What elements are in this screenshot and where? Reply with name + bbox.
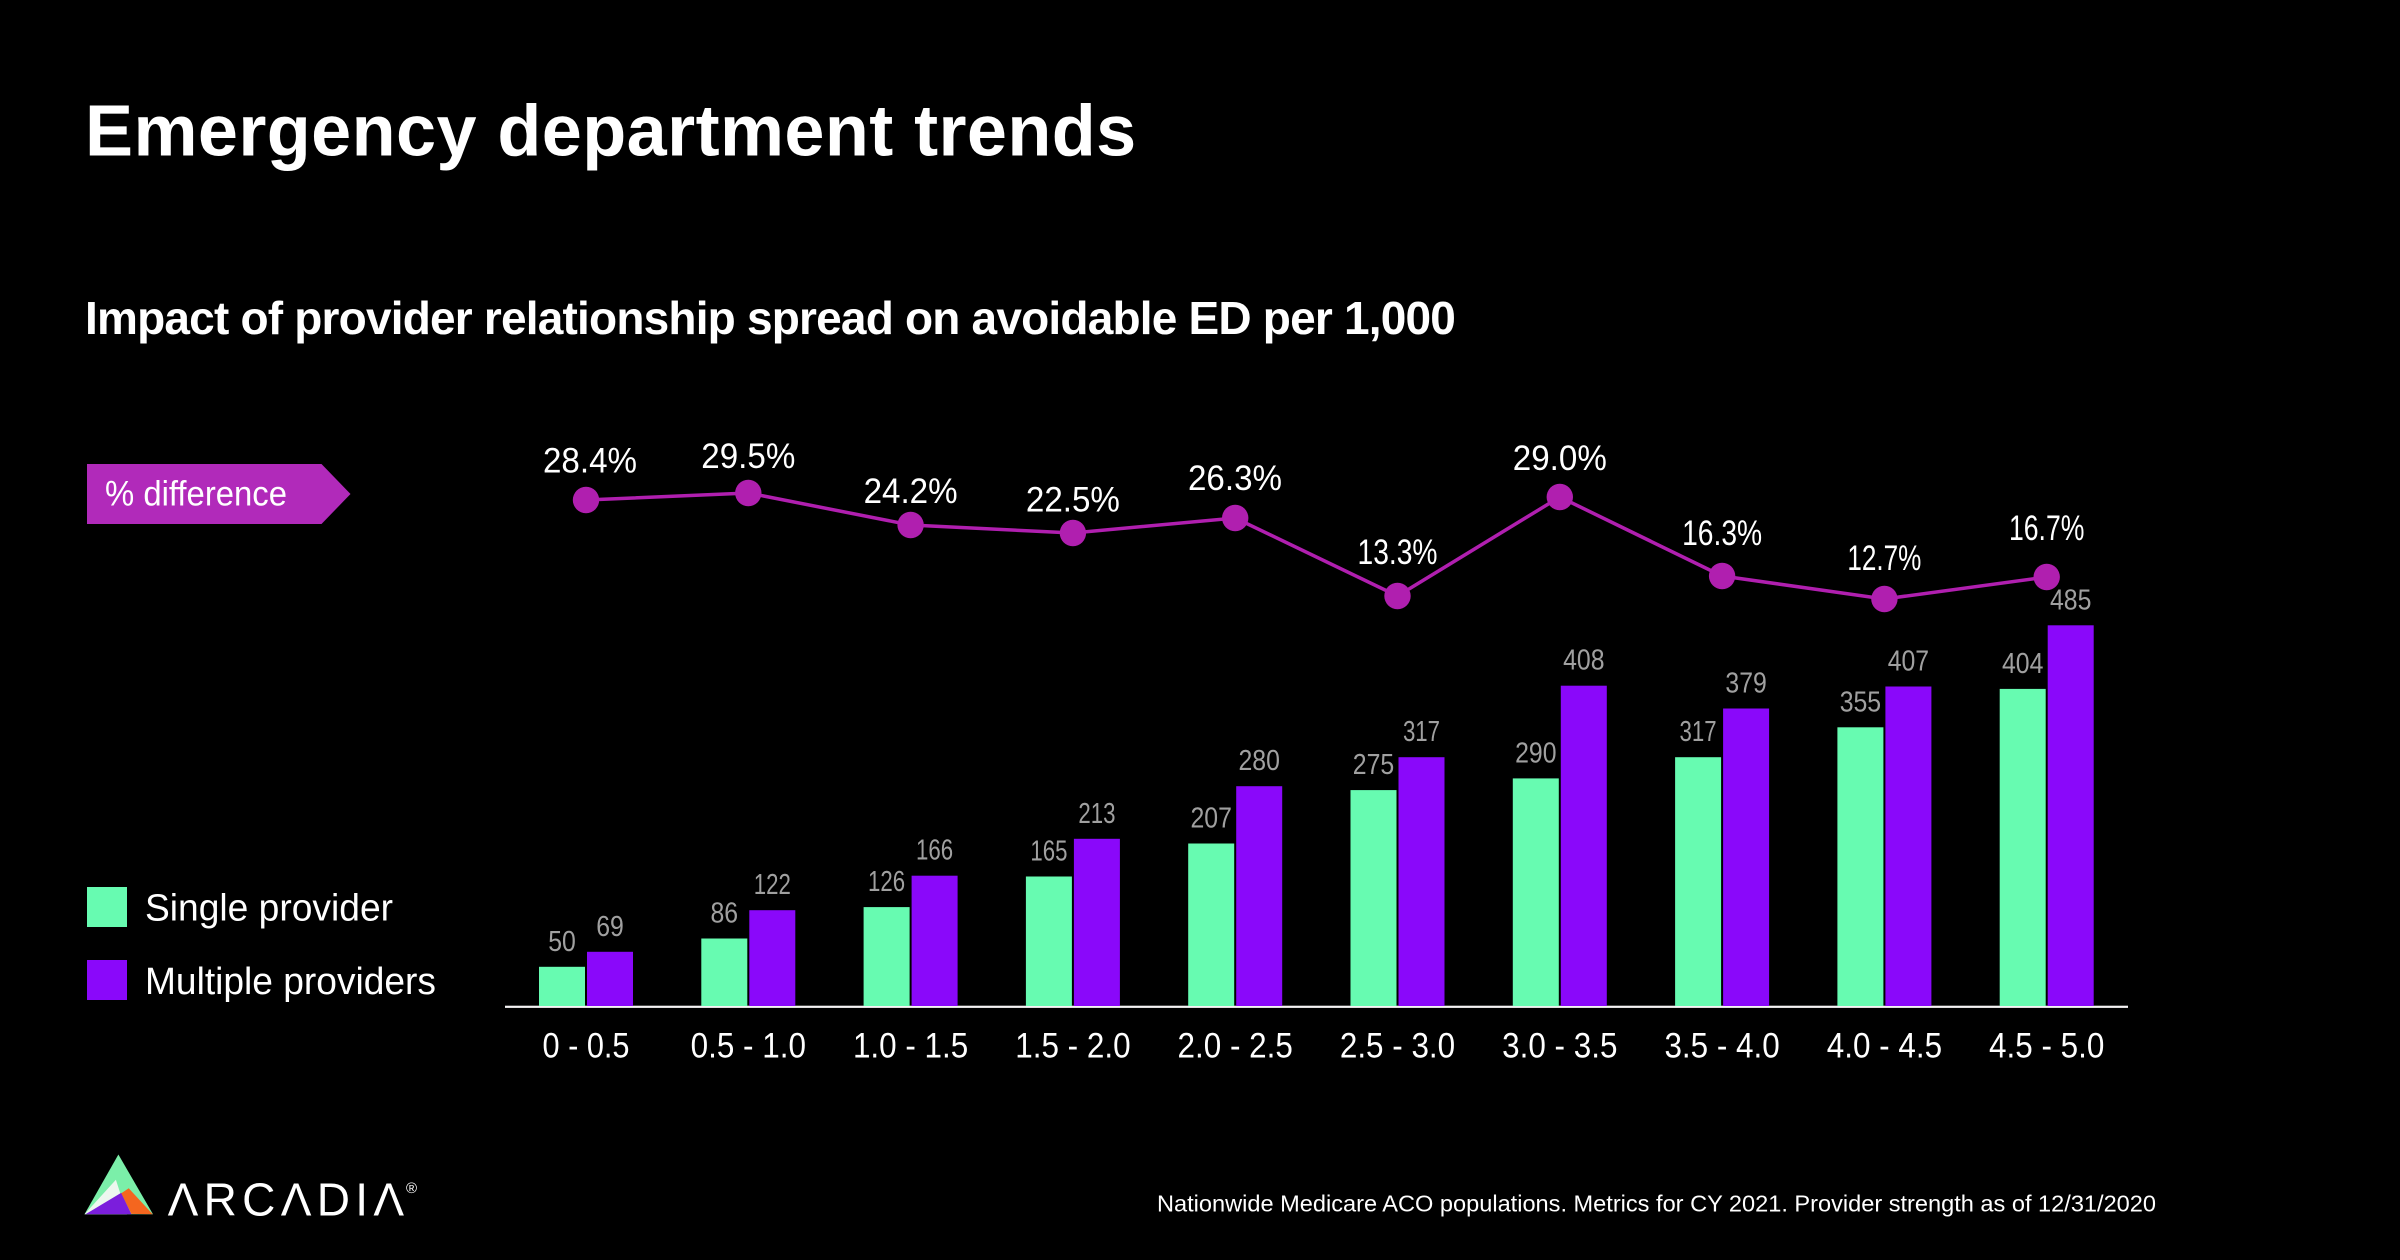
svg-text:2.0 - 2.5: 2.0 - 2.5 xyxy=(1178,1027,1293,1066)
svg-text:69: 69 xyxy=(596,911,624,943)
svg-text:355: 355 xyxy=(1840,686,1881,718)
svg-text:379: 379 xyxy=(1725,668,1766,700)
svg-text:166: 166 xyxy=(916,835,953,867)
svg-text:4.5 - 5.0: 4.5 - 5.0 xyxy=(1989,1027,2104,1066)
svg-text:290: 290 xyxy=(1515,737,1556,769)
svg-text:Single provider: Single provider xyxy=(145,888,393,930)
svg-text:22.5%: 22.5% xyxy=(1026,481,1120,520)
svg-text:12.7%: 12.7% xyxy=(1847,539,1921,578)
svg-text:2.5 - 3.0: 2.5 - 3.0 xyxy=(1340,1027,1455,1066)
svg-text:165: 165 xyxy=(1030,836,1067,868)
svg-text:86: 86 xyxy=(711,898,739,930)
svg-text:126: 126 xyxy=(868,866,905,898)
svg-text:4.0 - 4.5: 4.0 - 4.5 xyxy=(1827,1027,1942,1066)
svg-text:207: 207 xyxy=(1191,803,1232,835)
svg-text:16.7%: 16.7% xyxy=(2009,509,2085,548)
svg-text:26.3%: 26.3% xyxy=(1188,459,1282,498)
svg-text:13.3%: 13.3% xyxy=(1358,533,1438,572)
svg-text:275: 275 xyxy=(1353,749,1394,781)
svg-text:404: 404 xyxy=(2002,648,2044,680)
svg-text:24.2%: 24.2% xyxy=(864,472,958,511)
svg-text:29.0%: 29.0% xyxy=(1513,439,1607,478)
svg-text:®: ® xyxy=(406,1180,417,1197)
svg-text:29.5%: 29.5% xyxy=(701,437,795,476)
svg-text:407: 407 xyxy=(1888,646,1929,678)
svg-text:122: 122 xyxy=(754,869,791,901)
svg-text:0 - 0.5: 0 - 0.5 xyxy=(543,1027,630,1066)
svg-text:% difference: % difference xyxy=(105,475,287,514)
svg-text:1.0 - 1.5: 1.0 - 1.5 xyxy=(853,1027,968,1066)
svg-text:Multiple providers: Multiple providers xyxy=(145,961,436,1003)
svg-text:317: 317 xyxy=(1680,716,1717,748)
svg-text:Nationwide Medicare ACO popula: Nationwide Medicare ACO populations. Met… xyxy=(1157,1191,2156,1217)
svg-text:485: 485 xyxy=(2050,584,2091,616)
svg-text:3.0 - 3.5: 3.0 - 3.5 xyxy=(1502,1027,1617,1066)
svg-text:213: 213 xyxy=(1078,798,1115,830)
svg-text:16.3%: 16.3% xyxy=(1682,514,1762,553)
svg-text:50: 50 xyxy=(548,926,576,958)
svg-text:Impact of provider relationshi: Impact of provider relationship spread o… xyxy=(85,292,1455,344)
svg-text:0.5 - 1.0: 0.5 - 1.0 xyxy=(691,1027,806,1066)
svg-text:317: 317 xyxy=(1403,716,1440,748)
svg-text:Emergency department trends: Emergency department trends xyxy=(85,92,1137,172)
svg-text:ΛRCΛDIΛ: ΛRCΛDIΛ xyxy=(168,1174,405,1226)
svg-text:1.5 - 2.0: 1.5 - 2.0 xyxy=(1015,1027,1130,1066)
svg-text:408: 408 xyxy=(1563,645,1604,677)
svg-text:280: 280 xyxy=(1239,745,1280,777)
svg-text:3.5 - 4.0: 3.5 - 4.0 xyxy=(1664,1027,1779,1066)
svg-text:28.4%: 28.4% xyxy=(543,442,637,481)
